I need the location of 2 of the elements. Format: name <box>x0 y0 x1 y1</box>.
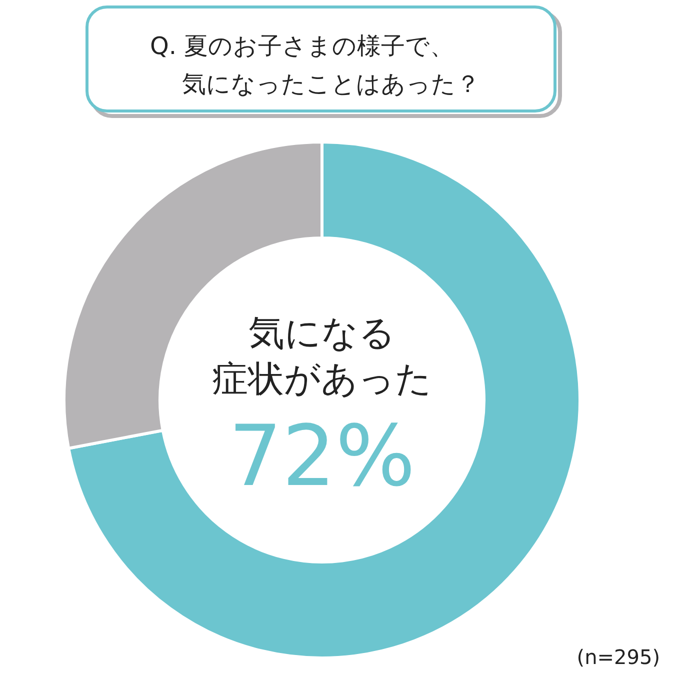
title: Q. 夏のお子さまの様子で、気になったことはあった？ <box>150 32 480 98</box>
annotation: (n=295) <box>576 645 660 669</box>
